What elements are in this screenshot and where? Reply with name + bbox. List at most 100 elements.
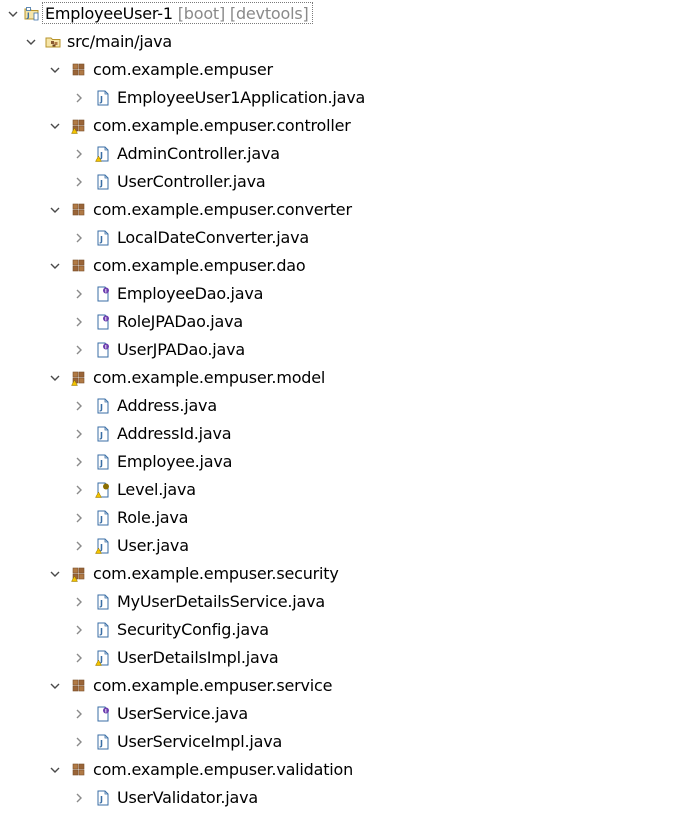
collapsed-arrow-icon[interactable] (72, 287, 86, 301)
collapsed-arrow-icon[interactable] (72, 791, 86, 805)
tree-node-java-file[interactable]: J UserServiceImpl.java (0, 728, 680, 756)
tree-node-java-file[interactable]: I UserService.java (0, 700, 680, 728)
java-class-file-icon: J (95, 790, 111, 806)
expanded-arrow-icon[interactable] (48, 371, 62, 385)
svg-text:J: J (99, 431, 103, 440)
tree-node-java-file[interactable]: I EmployeeDao.java (0, 280, 680, 308)
package-icon (71, 678, 87, 694)
collapsed-arrow-icon[interactable] (72, 539, 86, 553)
java-file-label: AddressId.java (117, 424, 232, 443)
tree-node-java-file[interactable]: Level.java (0, 476, 680, 504)
package-label: com.example.empuser.service (93, 676, 333, 695)
java-class-file-icon: J (95, 734, 111, 750)
tree-node-package[interactable]: com.example.empuser.validation (0, 756, 680, 784)
package-icon (71, 62, 87, 78)
svg-text:I: I (105, 289, 107, 295)
collapsed-arrow-icon[interactable] (72, 231, 86, 245)
expanded-arrow-icon[interactable] (6, 7, 20, 21)
tree-node-java-file[interactable]: J MyUserDetailsService.java (0, 588, 680, 616)
collapsed-arrow-icon[interactable] (72, 343, 86, 357)
java-file-label: EmployeeUser1Application.java (117, 88, 366, 107)
tree-node-project[interactable]: J EmployeeUser-1 [boot] [devtools] (0, 0, 680, 28)
java-file-label: UserService.java (117, 704, 249, 723)
java-file-label: Employee.java (117, 452, 233, 471)
tree-node-java-file[interactable]: J SecurityConfig.java (0, 616, 680, 644)
java-file-label: UserDetailsImpl.java (117, 648, 279, 667)
package-label: com.example.empuser.security (93, 564, 339, 583)
tree-node-java-file[interactable]: J UserValidator.java (0, 784, 680, 812)
collapsed-arrow-icon[interactable] (72, 147, 86, 161)
expanded-arrow-icon[interactable] (48, 679, 62, 693)
package-icon (71, 202, 87, 218)
svg-text:J: J (99, 515, 103, 524)
package-warning-icon (71, 370, 87, 386)
java-class-file-icon: J (95, 650, 111, 666)
selection-focus-box (42, 2, 313, 24)
collapsed-arrow-icon[interactable] (72, 455, 86, 469)
tree-node-package[interactable]: com.example.empuser.service (0, 672, 680, 700)
java-file-label: UserValidator.java (117, 788, 259, 807)
collapsed-arrow-icon[interactable] (72, 707, 86, 721)
tree-node-java-file[interactable]: I UserJPADao.java (0, 336, 680, 364)
expanded-arrow-icon[interactable] (48, 203, 62, 217)
tree-node-source-folder[interactable]: src/main/java (0, 28, 680, 56)
svg-text:J: J (99, 95, 103, 104)
tree-node-java-file[interactable]: J EmployeeUser1Application.java (0, 84, 680, 112)
java-class-file-icon: J (95, 622, 111, 638)
collapsed-arrow-icon[interactable] (72, 427, 86, 441)
svg-text:I: I (105, 317, 107, 323)
java-class-file-icon: J (95, 174, 111, 190)
svg-text:J: J (99, 235, 103, 244)
svg-text:J: J (26, 12, 30, 20)
tree-node-java-file[interactable]: J AdminController.java (0, 140, 680, 168)
tree-node-java-file[interactable]: I RoleJPADao.java (0, 308, 680, 336)
expanded-arrow-icon[interactable] (48, 119, 62, 133)
java-file-label: UserController.java (117, 172, 266, 191)
java-class-file-icon: J (95, 146, 111, 162)
expanded-arrow-icon[interactable] (48, 567, 62, 581)
tree-node-package[interactable]: com.example.empuser.converter (0, 196, 680, 224)
tree-node-package[interactable]: com.example.empuser.security (0, 560, 680, 588)
tree-node-package[interactable]: com.example.empuser.model (0, 364, 680, 392)
collapsed-arrow-icon[interactable] (72, 315, 86, 329)
java-file-label: User.java (117, 536, 189, 555)
tree-node-java-file[interactable]: J UserDetailsImpl.java (0, 644, 680, 672)
svg-text:J: J (99, 655, 103, 664)
java-file-label: Role.java (117, 508, 189, 527)
tree-node-package[interactable]: com.example.empuser.controller (0, 112, 680, 140)
svg-text:J: J (99, 627, 103, 636)
tree-node-java-file[interactable]: J User.java (0, 532, 680, 560)
tree-node-package[interactable]: com.example.empuser.dao (0, 252, 680, 280)
collapsed-arrow-icon[interactable] (72, 595, 86, 609)
tree-node-java-file[interactable]: J LocalDateConverter.java (0, 224, 680, 252)
tree-node-java-file[interactable]: J UserController.java (0, 168, 680, 196)
expanded-arrow-icon[interactable] (48, 763, 62, 777)
svg-text:J: J (99, 151, 103, 160)
java-class-file-icon: J (95, 594, 111, 610)
collapsed-arrow-icon[interactable] (72, 175, 86, 189)
java-class-file-icon: J (95, 426, 111, 442)
tree-node-java-file[interactable]: J Address.java (0, 392, 680, 420)
collapsed-arrow-icon[interactable] (72, 399, 86, 413)
collapsed-arrow-icon[interactable] (72, 651, 86, 665)
package-icon (71, 258, 87, 274)
java-class-file-icon: J (95, 538, 111, 554)
java-enum-file-icon (95, 482, 111, 498)
java-interface-file-icon: I (95, 706, 111, 722)
collapsed-arrow-icon[interactable] (72, 483, 86, 497)
collapsed-arrow-icon[interactable] (72, 511, 86, 525)
expanded-arrow-icon[interactable] (48, 63, 62, 77)
source-folder-icon (45, 34, 61, 50)
tree-node-java-file[interactable]: J Role.java (0, 504, 680, 532)
tree-node-java-file[interactable]: J AddressId.java (0, 420, 680, 448)
svg-text:J: J (99, 739, 103, 748)
svg-text:J: J (99, 403, 103, 412)
tree-node-package[interactable]: com.example.empuser (0, 56, 680, 84)
package-label: com.example.empuser.model (93, 368, 326, 387)
expanded-arrow-icon[interactable] (48, 259, 62, 273)
tree-node-java-file[interactable]: J Employee.java (0, 448, 680, 476)
expanded-arrow-icon[interactable] (24, 35, 38, 49)
collapsed-arrow-icon[interactable] (72, 735, 86, 749)
collapsed-arrow-icon[interactable] (72, 91, 86, 105)
collapsed-arrow-icon[interactable] (72, 623, 86, 637)
